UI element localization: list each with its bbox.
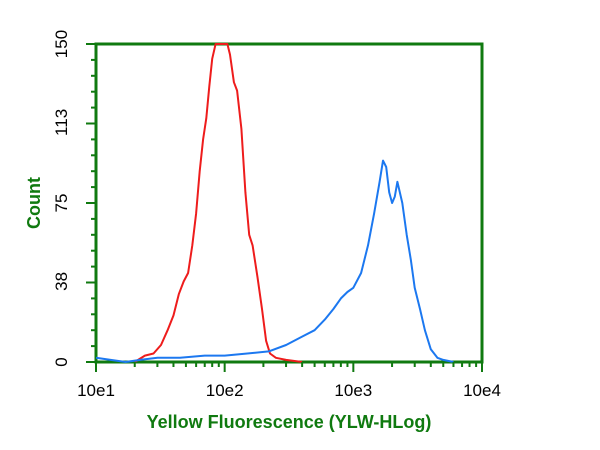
y-tick-label: 38: [52, 272, 71, 291]
y-tick-label: 150: [52, 30, 71, 58]
series-layer: [95, 43, 454, 363]
y-tick-label: 0: [52, 357, 71, 366]
series-line-1: [134, 43, 303, 363]
x-axis-ticks: [95, 362, 483, 372]
y-tick-label: 113: [52, 109, 71, 136]
x-tick-label: 10e1: [77, 381, 115, 400]
series-line-2: [95, 159, 454, 363]
plot-frame: [94, 42, 484, 364]
x-tick-label: 10e3: [334, 381, 372, 400]
y-axis-label: Count: [24, 177, 44, 229]
y-axis-tick-labels: 0 38 75 113 150: [52, 30, 71, 367]
x-tick-label: 10e4: [463, 381, 501, 400]
y-axis-ticks: [86, 43, 96, 363]
y-tick-label: 75: [52, 194, 71, 213]
x-tick-label: 10e2: [206, 381, 244, 400]
x-axis-tick-labels: 10e1 10e2 10e3 10e4: [77, 381, 501, 400]
x-axis-label: Yellow Fluorescence (YLW-HLog): [147, 412, 432, 432]
